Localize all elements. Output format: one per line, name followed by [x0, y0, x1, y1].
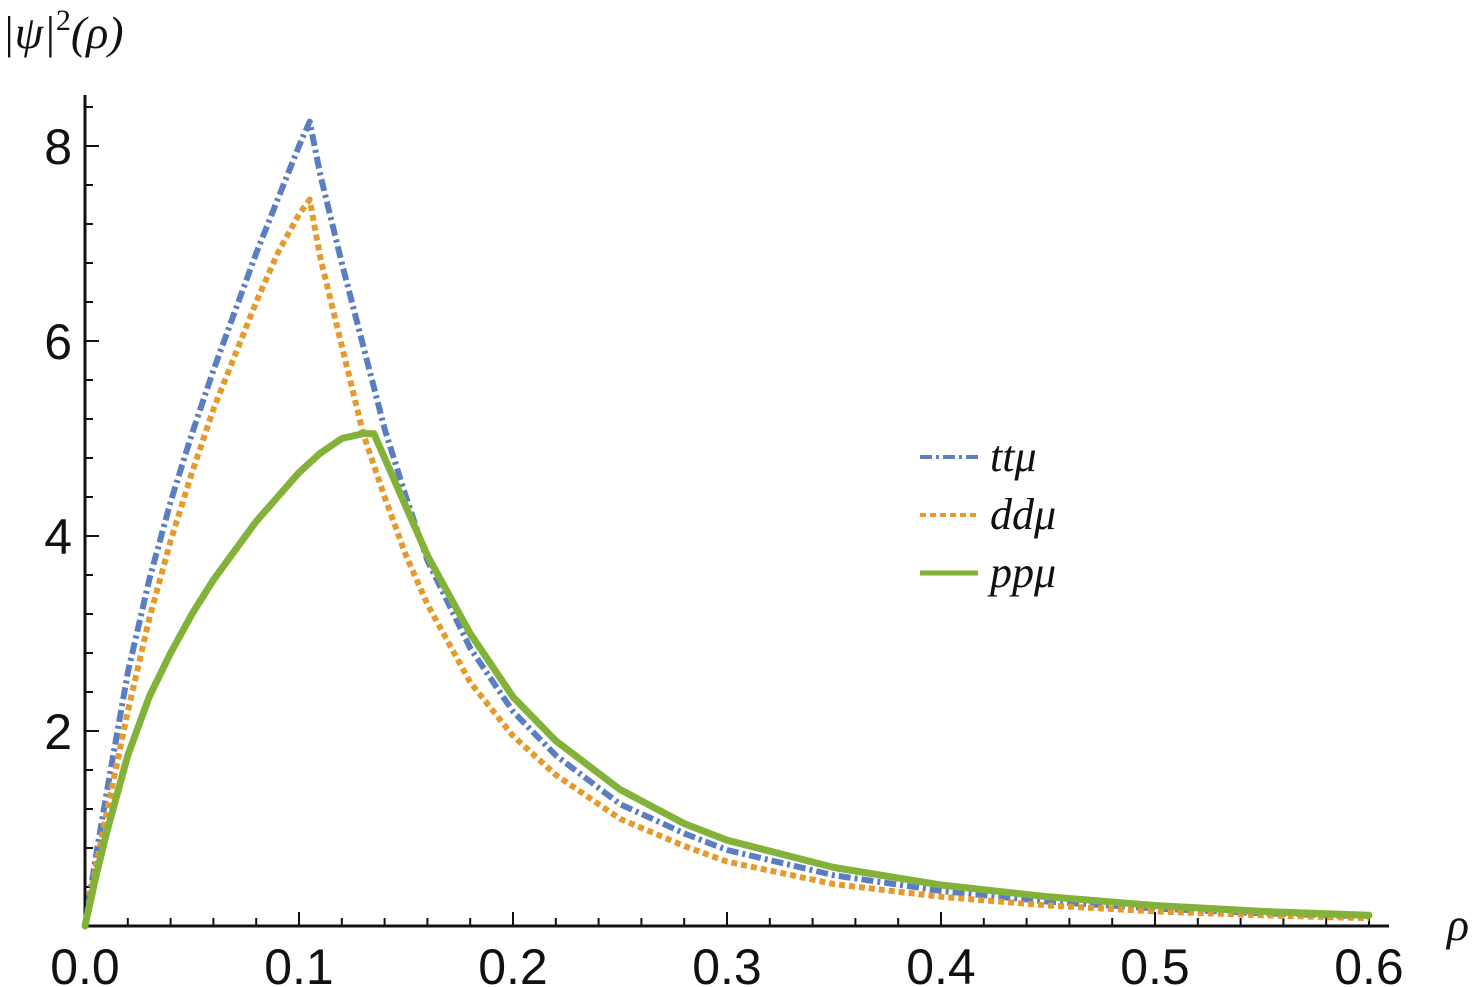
legend-label-1: ddμ [990, 490, 1056, 539]
chart-axes: 0.0 0.1 0.2 0.3 0.4 0.5 0.6 2 4 6 8 [44, 95, 1404, 987]
y-label-superscript: 2 [56, 4, 71, 37]
x-tick-label: 0.1 [264, 939, 334, 987]
x-ticks: 0.0 0.1 0.2 0.3 0.4 0.5 0.6 [50, 912, 1404, 987]
y-label-base: |ψ| [2, 7, 56, 58]
y-tick-label: 2 [44, 704, 72, 760]
legend: ttμ ddμ ppμ [920, 432, 1056, 597]
y-ticks: 2 4 6 8 [44, 106, 99, 888]
y-tick-label: 6 [44, 314, 72, 370]
x-tick-label: 0.2 [478, 939, 548, 987]
series-line-0 [82, 118, 1370, 927]
series-layer [81, 118, 1373, 930]
x-tick-label: 0.6 [1334, 939, 1404, 987]
legend-label-2: ppμ [987, 548, 1056, 597]
series-line-1 [82, 196, 1370, 927]
y-tick-label: 4 [44, 509, 72, 565]
y-tick-label: 8 [44, 119, 72, 175]
x-tick-label: 0.3 [692, 939, 762, 987]
x-axis-label: ρ [1445, 899, 1469, 950]
x-tick-label: 0.5 [1120, 939, 1190, 987]
y-label-argument: (ρ) [71, 7, 124, 58]
legend-label-0: ttμ [990, 432, 1037, 481]
x-tick-label: 0.4 [906, 939, 976, 987]
x-tick-label: 0.0 [50, 939, 120, 987]
series-line-2 [81, 430, 1373, 930]
y-axis-label: |ψ|2(ρ) [2, 4, 124, 58]
